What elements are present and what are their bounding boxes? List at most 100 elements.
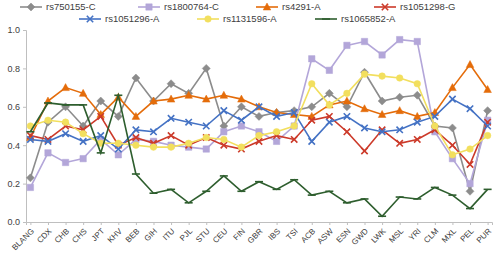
x-tick: STU xyxy=(194,222,212,244)
series-marker xyxy=(132,112,140,119)
series-marker xyxy=(396,127,402,133)
series-marker xyxy=(168,115,174,121)
x-tick-label: BLANG xyxy=(10,227,36,253)
series-marker xyxy=(255,181,263,183)
x-axis-line xyxy=(27,223,493,226)
series-marker xyxy=(309,56,315,62)
x-tick: PUR xyxy=(475,222,493,245)
series-marker xyxy=(449,142,455,148)
series-marker xyxy=(396,75,403,82)
series-marker xyxy=(467,146,474,153)
series-marker xyxy=(484,132,491,139)
x-tick: CHS xyxy=(70,222,88,245)
series-marker xyxy=(62,130,68,136)
x-tick-label: GWD xyxy=(350,227,370,247)
series-marker xyxy=(291,123,298,130)
series-marker xyxy=(45,150,51,156)
series-marker xyxy=(202,95,210,102)
series-line xyxy=(30,74,487,155)
series-marker xyxy=(343,97,351,104)
y-tick: 1.0 xyxy=(7,25,26,35)
series-marker xyxy=(221,136,228,143)
x-tick-mark xyxy=(153,222,154,225)
x-tick-mark xyxy=(312,222,313,225)
plot-area: 0.00.20.40.60.81.0BLANGCDXCHBCHSJPTKHVBE… xyxy=(7,25,493,252)
x-tick-mark xyxy=(435,222,436,225)
series-marker xyxy=(431,187,439,189)
series-marker xyxy=(326,102,333,109)
y-tick-label: 0.8 xyxy=(7,64,20,74)
x-tick-label: FIN xyxy=(231,227,247,243)
y-tick: 0.4 xyxy=(7,141,26,151)
series-marker xyxy=(203,146,209,152)
series-marker xyxy=(167,95,175,102)
legend-label: rs1065852-A xyxy=(341,13,396,24)
series-marker xyxy=(273,189,281,191)
series-marker xyxy=(80,130,87,137)
x-tick-mark xyxy=(171,222,172,225)
series-marker xyxy=(114,112,122,120)
series-marker xyxy=(185,119,191,125)
series-marker xyxy=(361,148,367,154)
series-marker xyxy=(237,190,245,192)
y-tick-label: 1.0 xyxy=(7,25,20,35)
series-marker xyxy=(466,208,474,210)
series-marker xyxy=(44,102,52,104)
series-marker xyxy=(238,123,244,129)
series-marker xyxy=(379,52,385,58)
x-tick-mark xyxy=(259,222,260,225)
y-tick-mark xyxy=(23,68,26,69)
legend-label: rs1131596-A xyxy=(223,13,277,24)
series-marker xyxy=(467,180,473,186)
series-marker xyxy=(168,132,174,138)
x-tick-mark xyxy=(294,222,295,225)
x-tick-label: CLM xyxy=(422,226,441,245)
series-marker xyxy=(185,140,192,147)
series-line xyxy=(30,116,487,164)
x-tick: BLANG xyxy=(10,222,36,252)
x-tick-mark xyxy=(488,222,489,225)
x-axis: BLANGCDXCHBCHSJPTKHVBEBGIHITUPJLSTUCEUFI… xyxy=(10,222,493,252)
x-tick-label: ESN xyxy=(334,227,352,245)
series-marker xyxy=(378,110,386,117)
legend-swatch-line xyxy=(315,18,337,20)
x-tick: MSL xyxy=(387,222,405,245)
series-marker xyxy=(62,159,68,165)
x-tick-mark xyxy=(48,222,49,225)
series-marker xyxy=(291,109,297,115)
x-tick-mark xyxy=(452,222,453,225)
series-marker xyxy=(203,123,209,129)
x-tick-label: ASW xyxy=(316,226,336,246)
legend-item: rs1065852-A xyxy=(315,13,396,24)
legend-label: rs1051298-G xyxy=(400,1,455,12)
series-marker xyxy=(115,140,122,147)
x-tick-label: MSL xyxy=(387,226,405,244)
series-marker xyxy=(396,140,402,146)
series-marker xyxy=(167,189,175,191)
series-marker xyxy=(98,113,104,119)
series-marker xyxy=(326,113,332,119)
series-marker xyxy=(396,107,404,114)
series-marker xyxy=(97,97,105,105)
y-tick-label: 0.6 xyxy=(7,102,20,112)
legend-label: rs4291-A xyxy=(282,1,321,12)
x-tick-mark xyxy=(189,222,190,225)
series-marker xyxy=(255,103,263,110)
series-marker xyxy=(44,97,52,104)
series-marker xyxy=(379,129,385,135)
series-marker xyxy=(149,192,157,194)
x-tick: ASW xyxy=(316,222,336,246)
x-tick-label: CHS xyxy=(70,227,88,245)
y-tick-label: 0.0 xyxy=(7,217,20,227)
x-tick: CDX xyxy=(35,222,54,245)
legend-swatch-marker xyxy=(382,4,388,10)
series-marker xyxy=(466,61,474,68)
series-marker xyxy=(114,94,122,96)
y-axis-line xyxy=(23,31,27,223)
x-tick-mark xyxy=(241,222,242,225)
series-marker xyxy=(484,189,492,191)
x-tick-mark xyxy=(66,222,67,225)
x-tick-mark xyxy=(30,222,31,225)
series-marker xyxy=(273,138,279,144)
x-tick: ITU xyxy=(161,222,177,242)
